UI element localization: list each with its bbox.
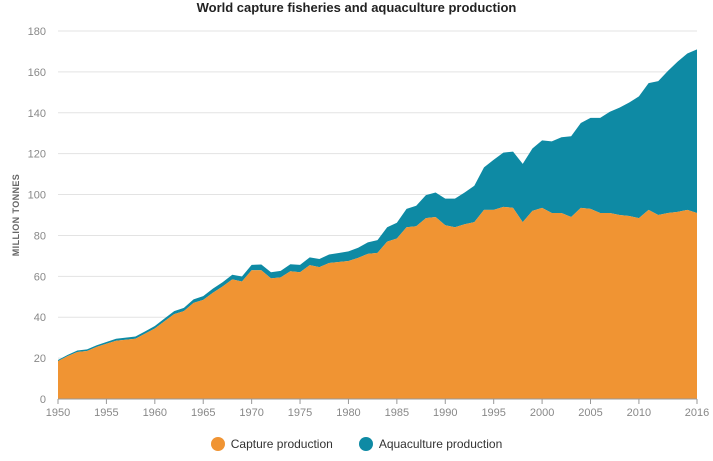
legend-item-aquaculture[interactable]: Aquaculture production — [358, 437, 503, 451]
x-tick-label: 1975 — [288, 407, 312, 419]
x-tick-label: 2005 — [578, 407, 602, 419]
y-tick-label: 20 — [34, 353, 46, 365]
x-tick-label: 1960 — [143, 407, 167, 419]
aquaculture-production-area[interactable] — [58, 49, 697, 362]
chart-title: World capture fisheries and aquaculture … — [196, 0, 517, 15]
x-tick-label: 1995 — [481, 407, 505, 419]
legend-label-capture: Capture production — [230, 437, 333, 451]
y-tick-label: 80 — [34, 230, 46, 242]
legend: Capture production Aquaculture productio… — [0, 437, 713, 451]
y-tick-label: 100 — [28, 190, 46, 202]
x-tick-label: 1985 — [385, 407, 409, 419]
legend-swatch-aquaculture — [358, 437, 373, 451]
x-tick-label: 2000 — [530, 407, 554, 419]
x-tick-label: 1980 — [336, 407, 360, 419]
x-tick-label: 2010 — [627, 407, 651, 419]
x-tick-label: 2016 — [685, 407, 709, 419]
x-tick-label: 1965 — [191, 407, 215, 419]
capture-production-area[interactable] — [58, 206, 697, 399]
area-layer — [58, 49, 697, 399]
y-tick-label: 180 — [28, 26, 46, 38]
legend-label-aquaculture: Aquaculture production — [378, 437, 503, 451]
x-tick-label: 1990 — [433, 407, 457, 419]
legend-swatch-capture — [210, 437, 225, 451]
y-tick-label: 40 — [34, 312, 46, 324]
x-tick-label: 1950 — [46, 407, 70, 419]
x-tick-label: 1955 — [94, 407, 118, 419]
axes: 0 20 40 60 80 100 120 140 160 180 1950 1955 1960 1965… — [28, 26, 710, 419]
x-tick-label: 1970 — [239, 407, 263, 419]
y-tick-label: 120 — [28, 149, 46, 161]
legend-item-capture[interactable]: Capture production — [210, 437, 333, 451]
y-tick-label: 160 — [28, 67, 46, 79]
y-axis-label: MILLION TONNES — [11, 174, 21, 256]
y-tick-label: 0 — [40, 394, 46, 406]
y-tick-label: 60 — [34, 271, 46, 283]
y-tick-label: 140 — [28, 108, 46, 120]
